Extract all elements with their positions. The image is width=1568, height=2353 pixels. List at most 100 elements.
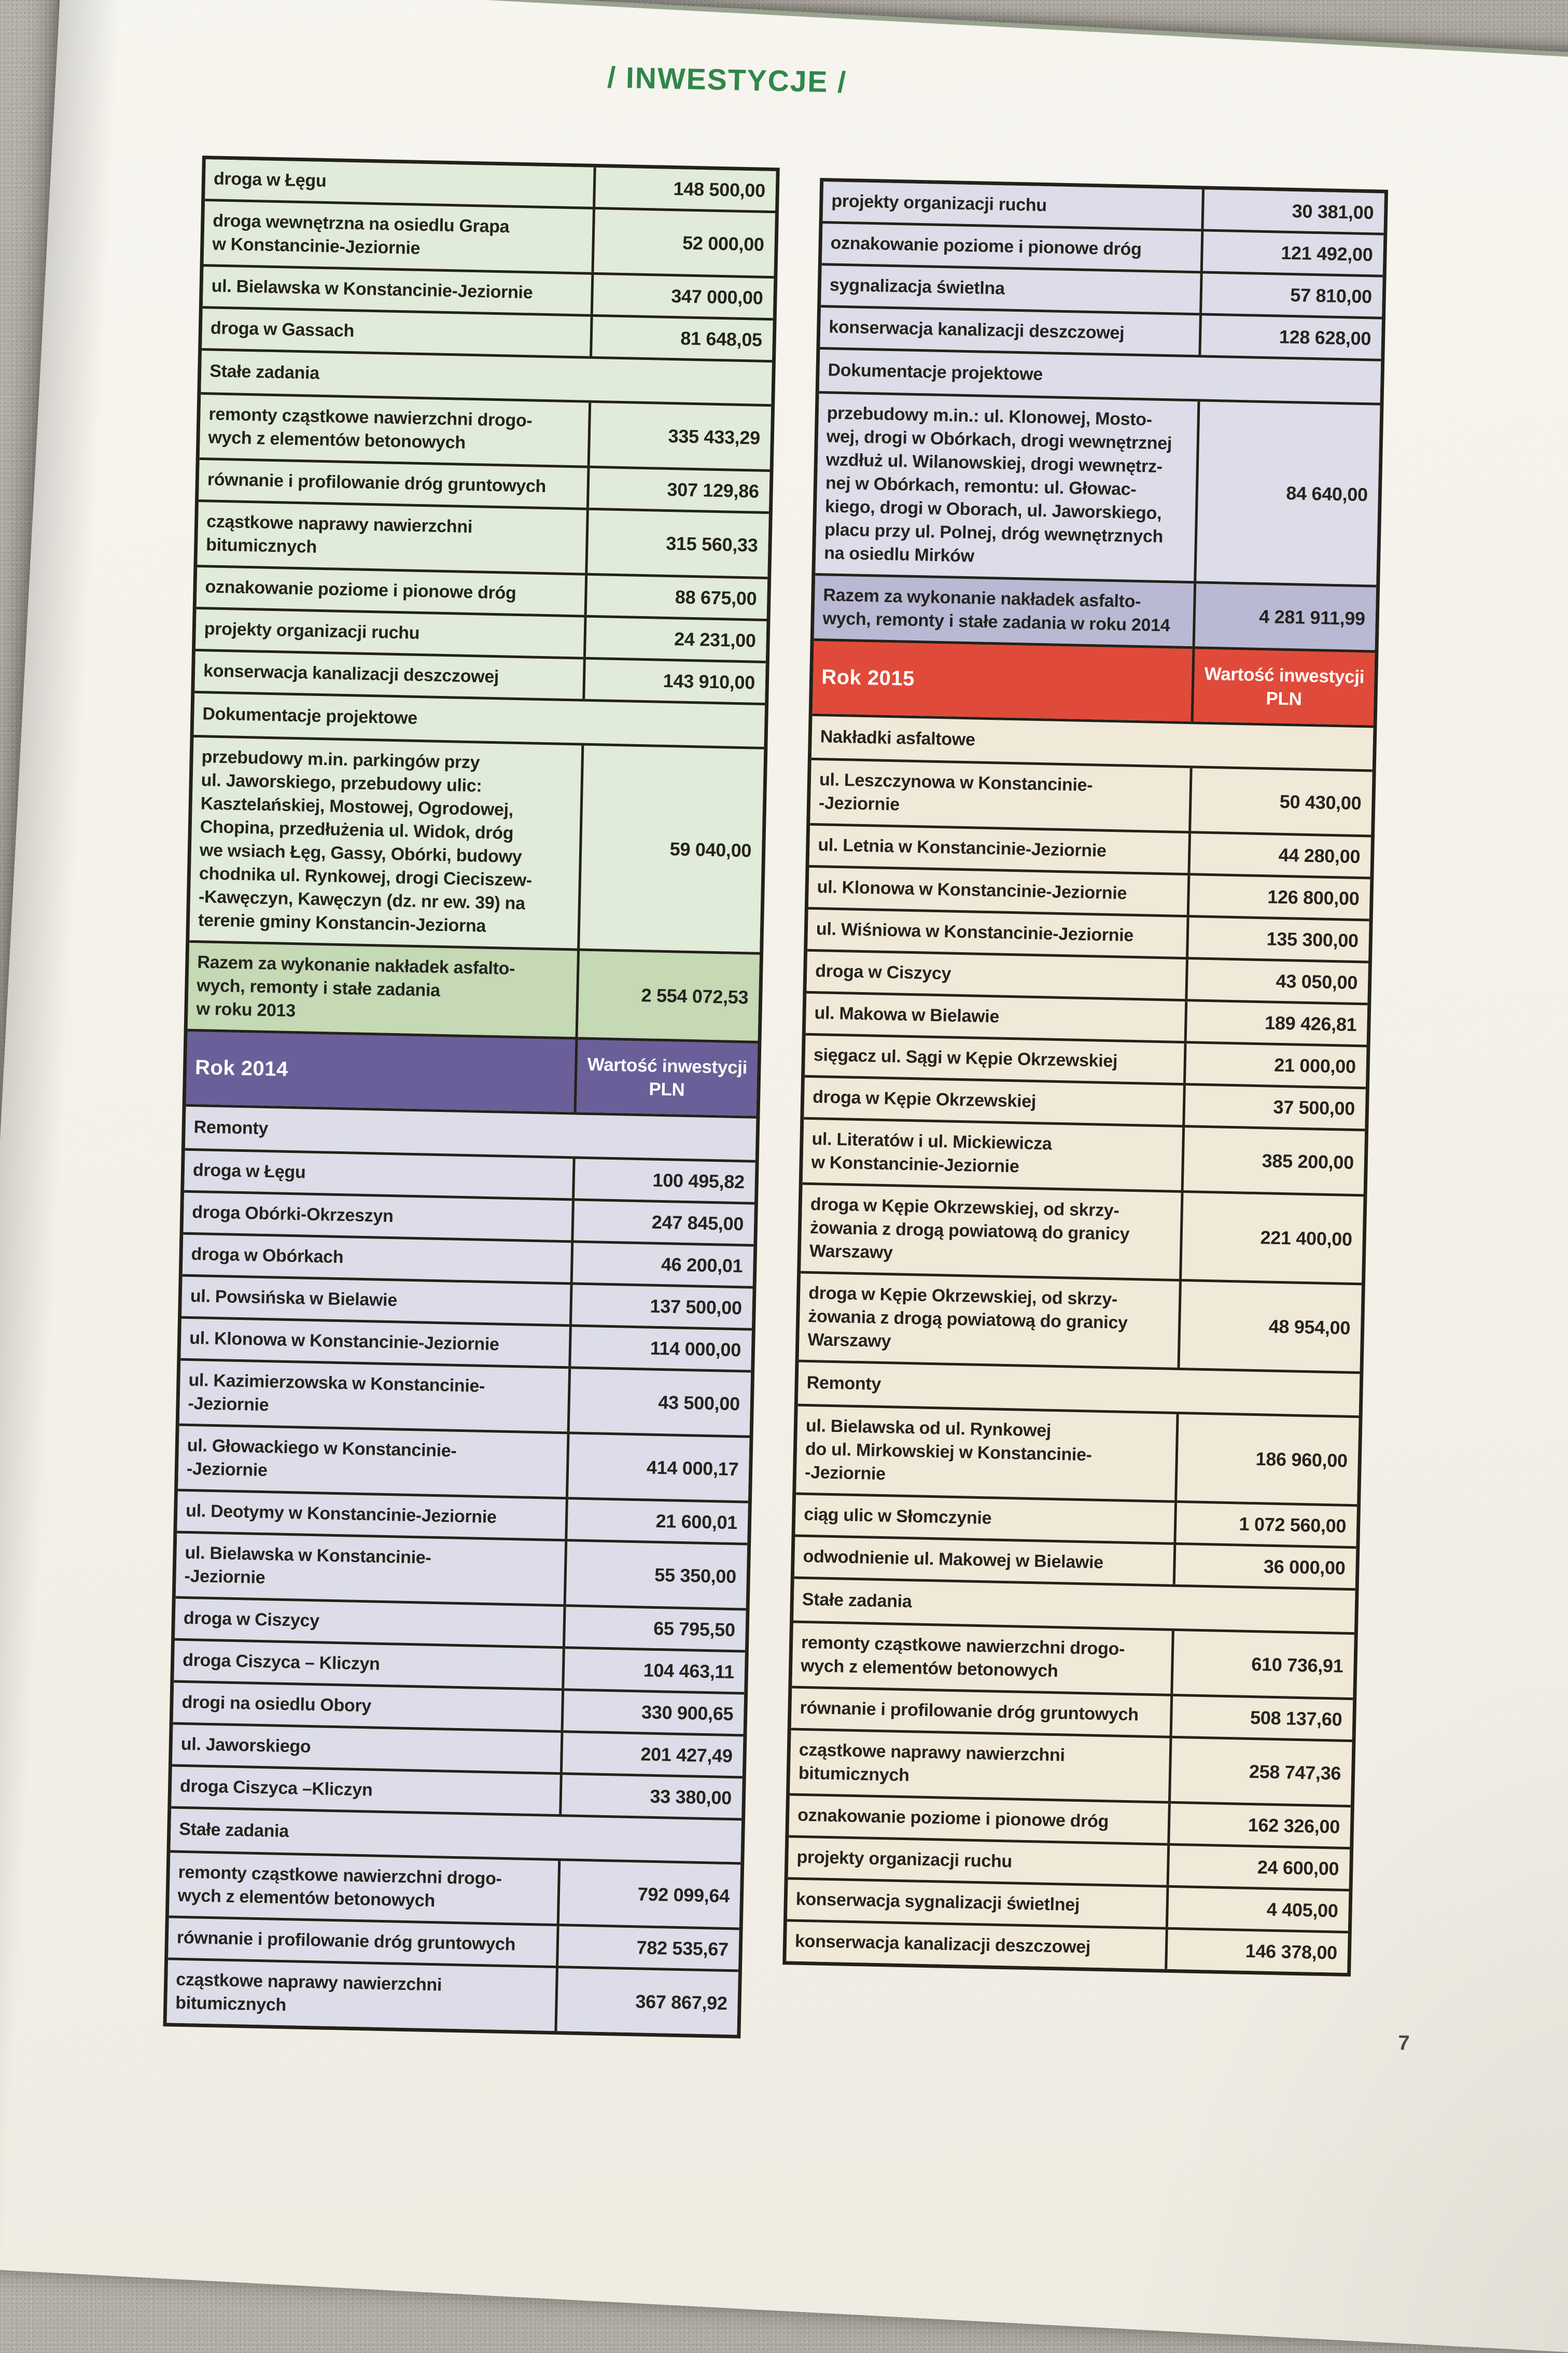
row-label: ul. Deotymy w Konstancinie-Jeziornie — [185, 1500, 497, 1527]
row-label: przebudowy m.in.: ul. Klonowej, Mosto- w… — [823, 403, 1172, 566]
table-row: remonty cząstkowe nawierzchni drogo- wyc… — [199, 392, 772, 470]
row-label: droga Obórki-Okrzeszyn — [191, 1202, 394, 1227]
row-label: remonty cząstkowe nawierzchni drogo- wyc… — [177, 1862, 502, 1911]
row-value: 186 960,00 — [1174, 1414, 1359, 1505]
row-label: równanie i profilowanie dróg gruntowych — [207, 469, 547, 497]
row-label: ul. Makowa w Bielawie — [814, 1003, 1000, 1027]
table-row: cząstkowe naprawy nawierzchni bitumiczny… — [166, 1957, 738, 2035]
page-number: 7 — [1397, 2031, 1410, 2055]
row-label: droga w Kępie Okrzewskiej — [812, 1087, 1037, 1112]
row-value: 126 800,00 — [1186, 875, 1370, 919]
table-row: remonty cząstkowe nawierzchni drogo- wyc… — [792, 1620, 1354, 1698]
table-row: ul. Bielawska w Konstancinie- -Jeziornie… — [175, 1530, 748, 1608]
row-value: 88 675,00 — [584, 575, 768, 619]
row-label: ul. Powsińska w Bielawie — [190, 1286, 398, 1311]
row-label: ul. Literatów i ul. Mickiewicza w Konsta… — [811, 1129, 1052, 1177]
row-label: oznakowanie poziome i pionowe dróg — [830, 233, 1142, 259]
row-label: droga w Ciszycy — [815, 961, 951, 984]
page-title: / INWESTYCJE / — [607, 61, 847, 99]
row-label: droga wewnętrzna na osiedlu Grapa w Kons… — [212, 211, 510, 258]
row-value: 792 099,64 — [556, 1861, 741, 1928]
table-row: remonty cząstkowe nawierzchni drogo- wyc… — [169, 1850, 741, 1928]
row-label: równanie i profilowanie dróg gruntowych — [800, 1697, 1139, 1725]
row-label: remonty cząstkowe nawierzchni drogo- wyc… — [800, 1632, 1125, 1681]
row-label: cząstkowe naprawy nawierzchni bitumiczny… — [798, 1739, 1065, 1786]
row-label: drogi na osiedlu Obory — [181, 1692, 372, 1716]
row-label: przebudowy m.in. parkingów przy ul. Jawo… — [198, 747, 533, 936]
page-content: / INWESTYCJE / droga w Łęgu 148 500,00 dro… — [163, 61, 1410, 2055]
value-header-cell: Wartość inwestycji PLN — [573, 1039, 758, 1116]
row-value: 610 736,91 — [1170, 1631, 1354, 1698]
row-label: oznakowanie poziome i pionowe dróg — [797, 1805, 1109, 1832]
row-value: 4 405,00 — [1165, 1887, 1349, 1931]
table-row: ul. Głowackiego w Konstancinie- -Jeziorn… — [178, 1423, 750, 1501]
total-row: Razem za wykonanie nakładek asfalto- wyc… — [814, 573, 1377, 650]
row-value: 414 000,17 — [565, 1434, 750, 1501]
row-label: ul. Letnia w Konstancinie-Jeziornie — [818, 835, 1107, 861]
table-row: cząstkowe naprawy nawierzchni bitumiczny… — [790, 1728, 1352, 1805]
row-label: projekty organizacji ruchu — [831, 191, 1047, 216]
row-value: 508 137,60 — [1169, 1696, 1353, 1740]
table-row: ul. Bielawska od ul. Rynkowej do ul. Mir… — [796, 1403, 1359, 1505]
row-value: 114 000,00 — [568, 1327, 752, 1370]
year-header-row: Rok 2015 Wartość inwestycji PLN — [812, 638, 1375, 726]
row-value: 48 954,00 — [1177, 1281, 1362, 1372]
row-value: 146 378,00 — [1165, 1929, 1348, 1973]
year-header-row: Rok 2014 Wartość inwestycji PLN — [186, 1028, 758, 1116]
row-value: 33 380,00 — [559, 1775, 743, 1818]
row-value: 52 000,00 — [591, 209, 775, 276]
row-value: 36 000,00 — [1172, 1544, 1356, 1589]
row-value: 162 326,00 — [1167, 1803, 1351, 1847]
row-value: 84 640,00 — [1194, 401, 1380, 585]
row-label: ul. Bielawska od ul. Rynkowej do ul. Mir… — [804, 1415, 1093, 1484]
row-value: 121 492,00 — [1200, 231, 1384, 275]
row-value: 367 867,92 — [554, 1968, 738, 2035]
investments-table-right-column: projekty organizacji ruchu 30 381,00 oznak… — [782, 177, 1389, 1977]
row-value: 135 300,00 — [1186, 917, 1369, 961]
row-label: odwodnienie ul. Makowej w Bielawie — [803, 1546, 1104, 1572]
table-row: przebudowy m.in. parkingów przy ul. Jawo… — [189, 734, 764, 952]
table-row: droga wewnętrzna na osiedlu Grapa w Kons… — [203, 199, 776, 276]
row-value: 1 072 560,00 — [1173, 1502, 1357, 1547]
row-label: Razem za wykonanie nakładek asfalto- wyc… — [196, 952, 515, 1021]
row-value: 104 463,11 — [562, 1649, 745, 1692]
row-label: sięgacz ul. Sągi w Kępie Okrzewskiej — [813, 1045, 1118, 1071]
row-label: cząstkowe naprawy nawierzchni bitumiczny… — [205, 511, 473, 557]
row-label: oznakowanie poziome i pionowe dróg — [205, 577, 516, 603]
row-value: 201 427,49 — [559, 1733, 744, 1776]
row-value: 43 050,00 — [1185, 959, 1368, 1003]
row-value: 258 747,36 — [1168, 1738, 1352, 1805]
row-label: droga w Łęgu — [192, 1160, 306, 1182]
row-value: 221 400,00 — [1179, 1192, 1364, 1283]
row-label: ul. Klonowa w Konstancinie-Jeziornie — [189, 1328, 500, 1355]
row-value: 37 500,00 — [1182, 1085, 1366, 1129]
row-value: 24 600,00 — [1166, 1845, 1350, 1889]
row-value: 315 560,33 — [585, 510, 769, 577]
row-value: 55 350,00 — [563, 1541, 748, 1608]
row-label: cząstkowe naprawy nawierzchni bitumiczny… — [175, 1969, 442, 2015]
row-value: 24 231,00 — [583, 617, 767, 661]
table-row: droga w Kępie Okrzewskiej, od skrzy- żow… — [801, 1182, 1364, 1283]
row-label: równanie i profilowanie dróg gruntowych — [176, 1927, 516, 1955]
row-value: 2 554 072,53 — [575, 951, 760, 1041]
row-label: konserwacja sygnalizacji świetlnej — [795, 1889, 1080, 1915]
row-value: 128 628,00 — [1198, 315, 1382, 359]
row-label: konserwacja kanalizacji deszczowej — [203, 661, 499, 687]
row-label: ul. Jaworskiego — [180, 1734, 311, 1757]
row-value: 4 281 911,99 — [1192, 583, 1377, 650]
row-label: ul. Bielawska w Konstancinie- -Jeziornie — [184, 1542, 431, 1588]
row-value: 21 000,00 — [1183, 1043, 1367, 1087]
row-value: 65 795,50 — [562, 1607, 746, 1650]
row-label: Rok 2015 — [821, 665, 915, 690]
table-row: ul. Literatów i ul. Mickiewicza w Konsta… — [802, 1117, 1365, 1194]
row-value: 46 200,01 — [570, 1243, 754, 1286]
row-label: ul. Kazimierzowska w Konstancinie- -Jezi… — [188, 1370, 485, 1415]
row-value: 189 426,81 — [1184, 1001, 1368, 1045]
row-value: 81 648,05 — [590, 316, 773, 360]
row-value: 59 040,00 — [577, 745, 764, 952]
row-label: Rok 2014 — [194, 1056, 289, 1081]
row-value: 143 910,00 — [582, 659, 766, 703]
row-label: droga w Ciszycy — [183, 1608, 320, 1631]
row-value: 137 500,00 — [569, 1285, 753, 1328]
row-value: 50 430,00 — [1188, 768, 1373, 835]
